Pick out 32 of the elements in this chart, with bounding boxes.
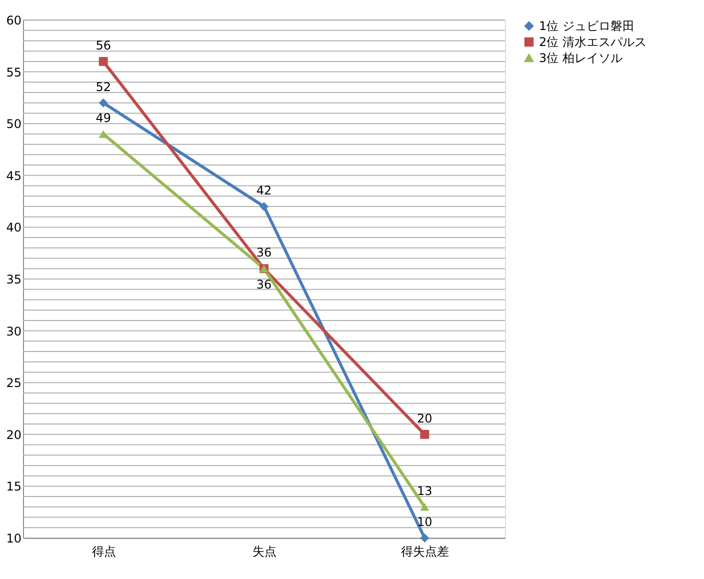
point: [420, 430, 430, 439]
data-label: 20: [417, 411, 432, 426]
y-tick-label: 40: [6, 220, 22, 235]
y-tick-label: 25: [6, 376, 22, 390]
point: [98, 98, 108, 108]
point: [420, 534, 430, 542]
x-tick-label: 得点: [92, 544, 116, 558]
legend-label: 3位 柏レイソル: [539, 51, 622, 65]
y-tick-label: 50: [6, 117, 22, 132]
y-tick-label: 60: [6, 14, 22, 28]
point: [260, 202, 268, 211]
legend-label: 1位 ジュビロ磐田: [539, 19, 634, 33]
y-tick-label: 35: [6, 272, 22, 286]
data-label: 49: [96, 110, 111, 125]
legend-label: 2位 清水エスパルス: [539, 35, 646, 49]
x-tick-label: 失点: [252, 544, 276, 558]
y-tick-label: 45: [6, 168, 22, 183]
data-label: 52: [96, 80, 111, 94]
data-label: 36: [256, 246, 272, 260]
y-tick-label: 55: [6, 65, 22, 80]
y-tick-label: 15: [6, 480, 22, 494]
point: [420, 503, 430, 511]
x-tick-label: 得失点差: [401, 544, 450, 558]
data-label: 56: [96, 38, 111, 52]
data-label: 36: [256, 278, 272, 292]
point: [98, 56, 108, 66]
data-label: 10: [417, 515, 432, 529]
y-tick-label: 10: [6, 532, 22, 546]
y-tick-label: 20: [6, 428, 22, 442]
y-tick-label: 30: [6, 324, 22, 338]
data-label: 42: [256, 183, 272, 198]
data-label: 13: [417, 484, 432, 498]
